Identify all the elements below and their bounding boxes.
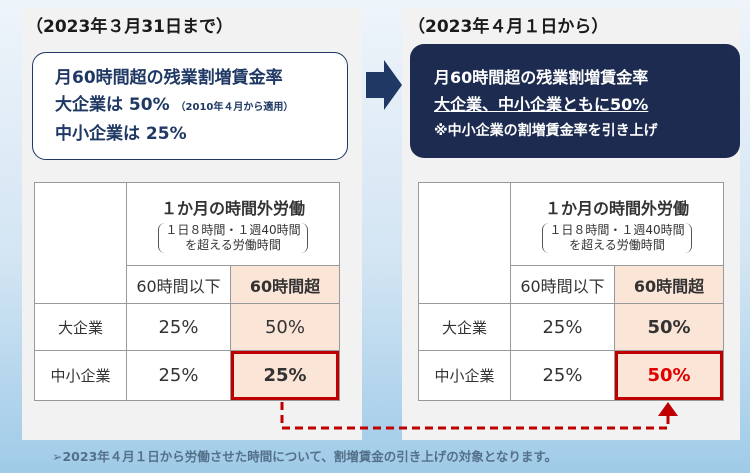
arrow-head [658, 402, 678, 416]
right-summary: 月60時間超の残業割増賃金率 大企業、中小企業ともに50% ※中小企業の割増賃金… [410, 44, 740, 158]
table-row: 中小企業 25% 25% [34, 350, 340, 401]
left-summary: 月60時間超の残業割増賃金率 大企業は 50% （2010年４月から適用） 中小… [32, 52, 348, 160]
empty-cell [418, 182, 511, 304]
table-row: 大企業 25% 50% [418, 303, 724, 351]
header-note: １日８時間・１週40時間 を超える労働時間 [158, 223, 308, 253]
note-line: １日８時間・１週40時間 [165, 223, 301, 237]
summary-line: 大企業は 50% （2010年４月から適用） [55, 92, 347, 121]
rate-cell: 25% [510, 350, 615, 401]
row-header: 中小企業 [34, 350, 127, 401]
footer-note: ➢2023年４月１日から労働させた時間について、割増賃金の引き上げの対象となりま… [52, 449, 558, 464]
note-line: １日８時間・１週40時間 [549, 223, 685, 237]
rate-cell: 50% [614, 303, 724, 351]
table-row: １か月の時間外労働 １日８時間・１週40時間 を超える労働時間 [418, 182, 724, 304]
row-header: 大企業 [34, 303, 127, 351]
table-row: １か月の時間外労働 １日８時間・１週40時間 を超える労働時間 [34, 182, 340, 304]
summary-line: ※中小企業の割増賃金率を引き上げ [434, 123, 658, 139]
summary-line: 中小企業は 25% [55, 124, 187, 144]
row-header: 中小企業 [418, 350, 511, 401]
rate-cell: 25% [510, 303, 615, 351]
table-row: 60時間以下 60時間超 [35, 265, 340, 304]
rate-cell: 25% [126, 350, 231, 401]
summary-text: 大企業は 50% [55, 95, 170, 115]
table-row: 60時間以下 60時間超 [419, 265, 724, 304]
rate-table: １か月の時間外労働 １日８時間・１週40時間 を超える労働時間 60時間以下 60時間超… [418, 182, 724, 401]
header-title: １か月の時間外労働 [160, 199, 305, 218]
header-title: １か月の時間外労働 [544, 199, 689, 218]
rate-cell: 50% [614, 350, 724, 401]
table-row: 中小企業 25% 50% [418, 350, 724, 401]
header-cell: １か月の時間外労働 １日８時間・１週40時間 を超える労働時間 [510, 182, 724, 266]
column-header: 60時間超 [614, 265, 724, 304]
left-heading: （2023年３月31日まで） [26, 17, 233, 37]
rate-table: １か月の時間外労働 １日８時間・１週40時間 を超える労働時間 60時間以下 60時間超… [34, 182, 340, 401]
rate-cell: 25% [230, 350, 340, 401]
column-header: 60時間以下 [126, 265, 231, 304]
right-heading: （2023年４月１日から） [408, 17, 609, 37]
header-cell: １か月の時間外労働 １日８時間・１週40時間 を超える労働時間 [126, 182, 340, 266]
rate-cell: 50% [230, 303, 340, 351]
note-line: を超える労働時間 [569, 238, 665, 252]
note-line: を超える労働時間 [185, 238, 281, 252]
row-header: 大企業 [418, 303, 511, 351]
dashed-connector [280, 402, 670, 430]
column-header: 60時間以下 [510, 265, 615, 304]
summary-note: （2010年４月から適用） [175, 102, 294, 113]
transition-arrow [366, 60, 402, 110]
header-note: １日８時間・１週40時間 を超える労働時間 [542, 223, 692, 253]
summary-line: 月60時間超の残業割増賃金率 [55, 68, 283, 88]
table-row: 大企業 25% 50% [34, 303, 340, 351]
column-header: 60時間超 [230, 265, 340, 304]
empty-cell [34, 182, 127, 304]
rate-cell: 25% [126, 303, 231, 351]
summary-line: 月60時間超の残業割増賃金率 [434, 68, 649, 87]
summary-line: 大企業、中小企業ともに50% [434, 95, 649, 114]
